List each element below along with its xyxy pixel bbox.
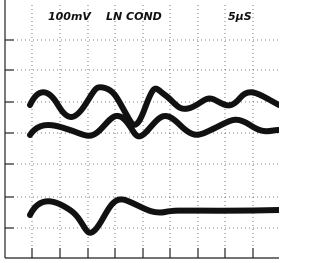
channel-label: LN COND — [106, 10, 162, 23]
tick-marks — [5, 40, 253, 258]
vertical-scale: 100mV — [48, 10, 92, 23]
graticule — [5, 0, 279, 258]
grid-lines — [5, 5, 279, 258]
oscilloscope-screen: 100mV LN COND 5µS — [0, 0, 279, 263]
page: {"header": {"vertical_scale": "100mV", "… — [0, 0, 279, 263]
time-scale: 5µS — [228, 10, 252, 23]
